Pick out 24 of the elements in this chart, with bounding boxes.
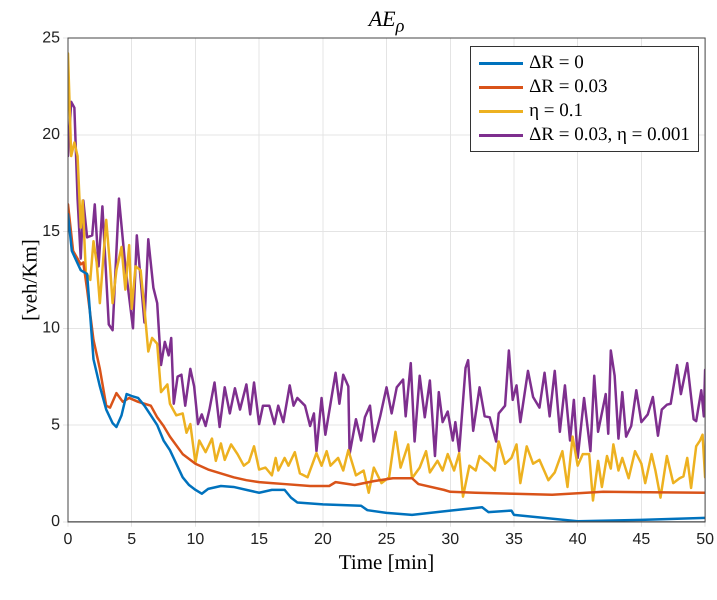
y-axis-title: [veh/Km] bbox=[18, 239, 42, 321]
x-tick-label: 45 bbox=[632, 530, 650, 548]
x-tick-label: 40 bbox=[568, 530, 587, 548]
y-tick-label: 20 bbox=[42, 126, 60, 144]
chart-title: AE$_{ρ}$ bbox=[366, 6, 406, 36]
y-tick-label: 15 bbox=[42, 222, 60, 240]
x-tick-label: 20 bbox=[314, 530, 332, 548]
x-tick-label: 30 bbox=[441, 530, 460, 548]
x-tick-label: 15 bbox=[250, 530, 268, 548]
x-tick-label: 35 bbox=[505, 530, 523, 548]
y-tick-label: 10 bbox=[42, 320, 60, 337]
x-tick-label: 5 bbox=[127, 530, 136, 548]
y-tick-label: 5 bbox=[51, 416, 60, 434]
y-tick-label: 25 bbox=[42, 29, 60, 46]
y-tick-label: 0 bbox=[51, 513, 60, 530]
legend-label: ΔR = 0.03, η = 0.001 bbox=[529, 124, 690, 146]
x-axis-title: Time [min] bbox=[338, 550, 436, 575]
legend-label: η = 0.1 bbox=[529, 100, 583, 122]
x-tick-label: 10 bbox=[186, 530, 204, 548]
legend-label: ΔR = 0.03 bbox=[529, 76, 608, 98]
x-tick-label: 0 bbox=[64, 530, 73, 548]
x-tick-label: 50 bbox=[696, 530, 714, 548]
x-tick-label: 25 bbox=[378, 530, 396, 548]
legend-label: ΔR = 0 bbox=[529, 52, 584, 74]
